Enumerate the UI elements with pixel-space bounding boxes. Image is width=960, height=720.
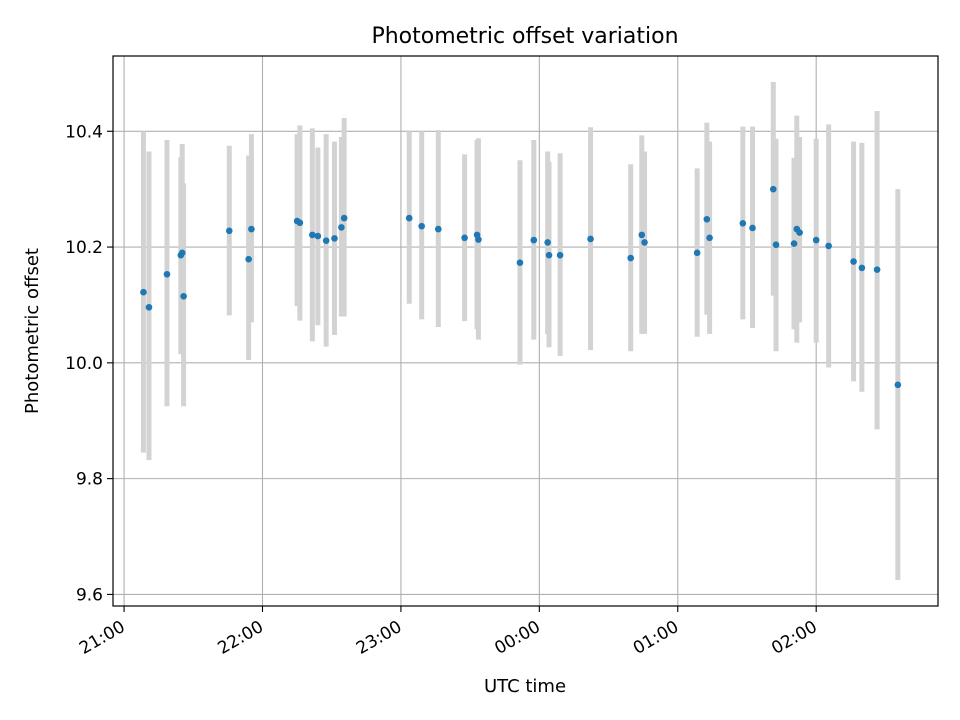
- data-point: [225, 227, 233, 235]
- data-point: [749, 224, 756, 232]
- data-point: [322, 237, 330, 244]
- data-point: [544, 239, 551, 246]
- data-point: [825, 242, 832, 250]
- data-point: [296, 219, 304, 227]
- data-point: [530, 236, 538, 244]
- data-point: [340, 214, 348, 222]
- data-point: [703, 215, 711, 223]
- data-point: [769, 185, 777, 193]
- data-point: [706, 234, 713, 242]
- data-point: [145, 303, 153, 311]
- data-point: [245, 255, 252, 263]
- data-point: [516, 259, 524, 266]
- data-point: [178, 249, 186, 257]
- data-point: [873, 266, 881, 273]
- data-points: [140, 185, 902, 389]
- y-axis-label: Photometric offset: [22, 248, 43, 414]
- data-point: [790, 240, 798, 247]
- y-tick-label: 10.2: [65, 238, 103, 258]
- x-axis-label: UTC time: [484, 676, 566, 697]
- data-point: [163, 270, 171, 278]
- data-point: [850, 258, 857, 265]
- data-point: [418, 222, 425, 230]
- data-point: [338, 224, 345, 231]
- data-point: [461, 234, 468, 242]
- y-tick-label: 9.6: [76, 585, 103, 605]
- data-point: [587, 235, 594, 243]
- data-point: [641, 239, 648, 246]
- data-point: [314, 232, 322, 240]
- data-point: [693, 249, 701, 257]
- y-tick-label: 10.4: [65, 122, 103, 142]
- data-point: [739, 220, 747, 227]
- data-point: [434, 225, 442, 233]
- data-point: [812, 236, 820, 244]
- data-point: [796, 229, 803, 236]
- data-point: [331, 235, 338, 242]
- y-axis-ticks: 9.6 9.8 10.0 10.2 10.4: [65, 122, 113, 605]
- data-point: [545, 251, 553, 259]
- y-tick-label: 9.8: [76, 470, 103, 490]
- data-point: [556, 251, 564, 259]
- data-point: [858, 264, 866, 272]
- data-point: [894, 381, 902, 389]
- data-point: [627, 254, 635, 262]
- data-point: [180, 292, 187, 300]
- y-tick-label: 10.0: [65, 354, 103, 374]
- data-point: [309, 231, 316, 239]
- data-point: [405, 214, 413, 222]
- plot-frame: [112, 55, 939, 607]
- data-point: [140, 288, 147, 296]
- data-point: [638, 231, 646, 239]
- data-point: [772, 241, 780, 249]
- chart-title: Photometric offset variation: [371, 24, 678, 49]
- data-point: [248, 225, 255, 233]
- data-point: [475, 236, 482, 243]
